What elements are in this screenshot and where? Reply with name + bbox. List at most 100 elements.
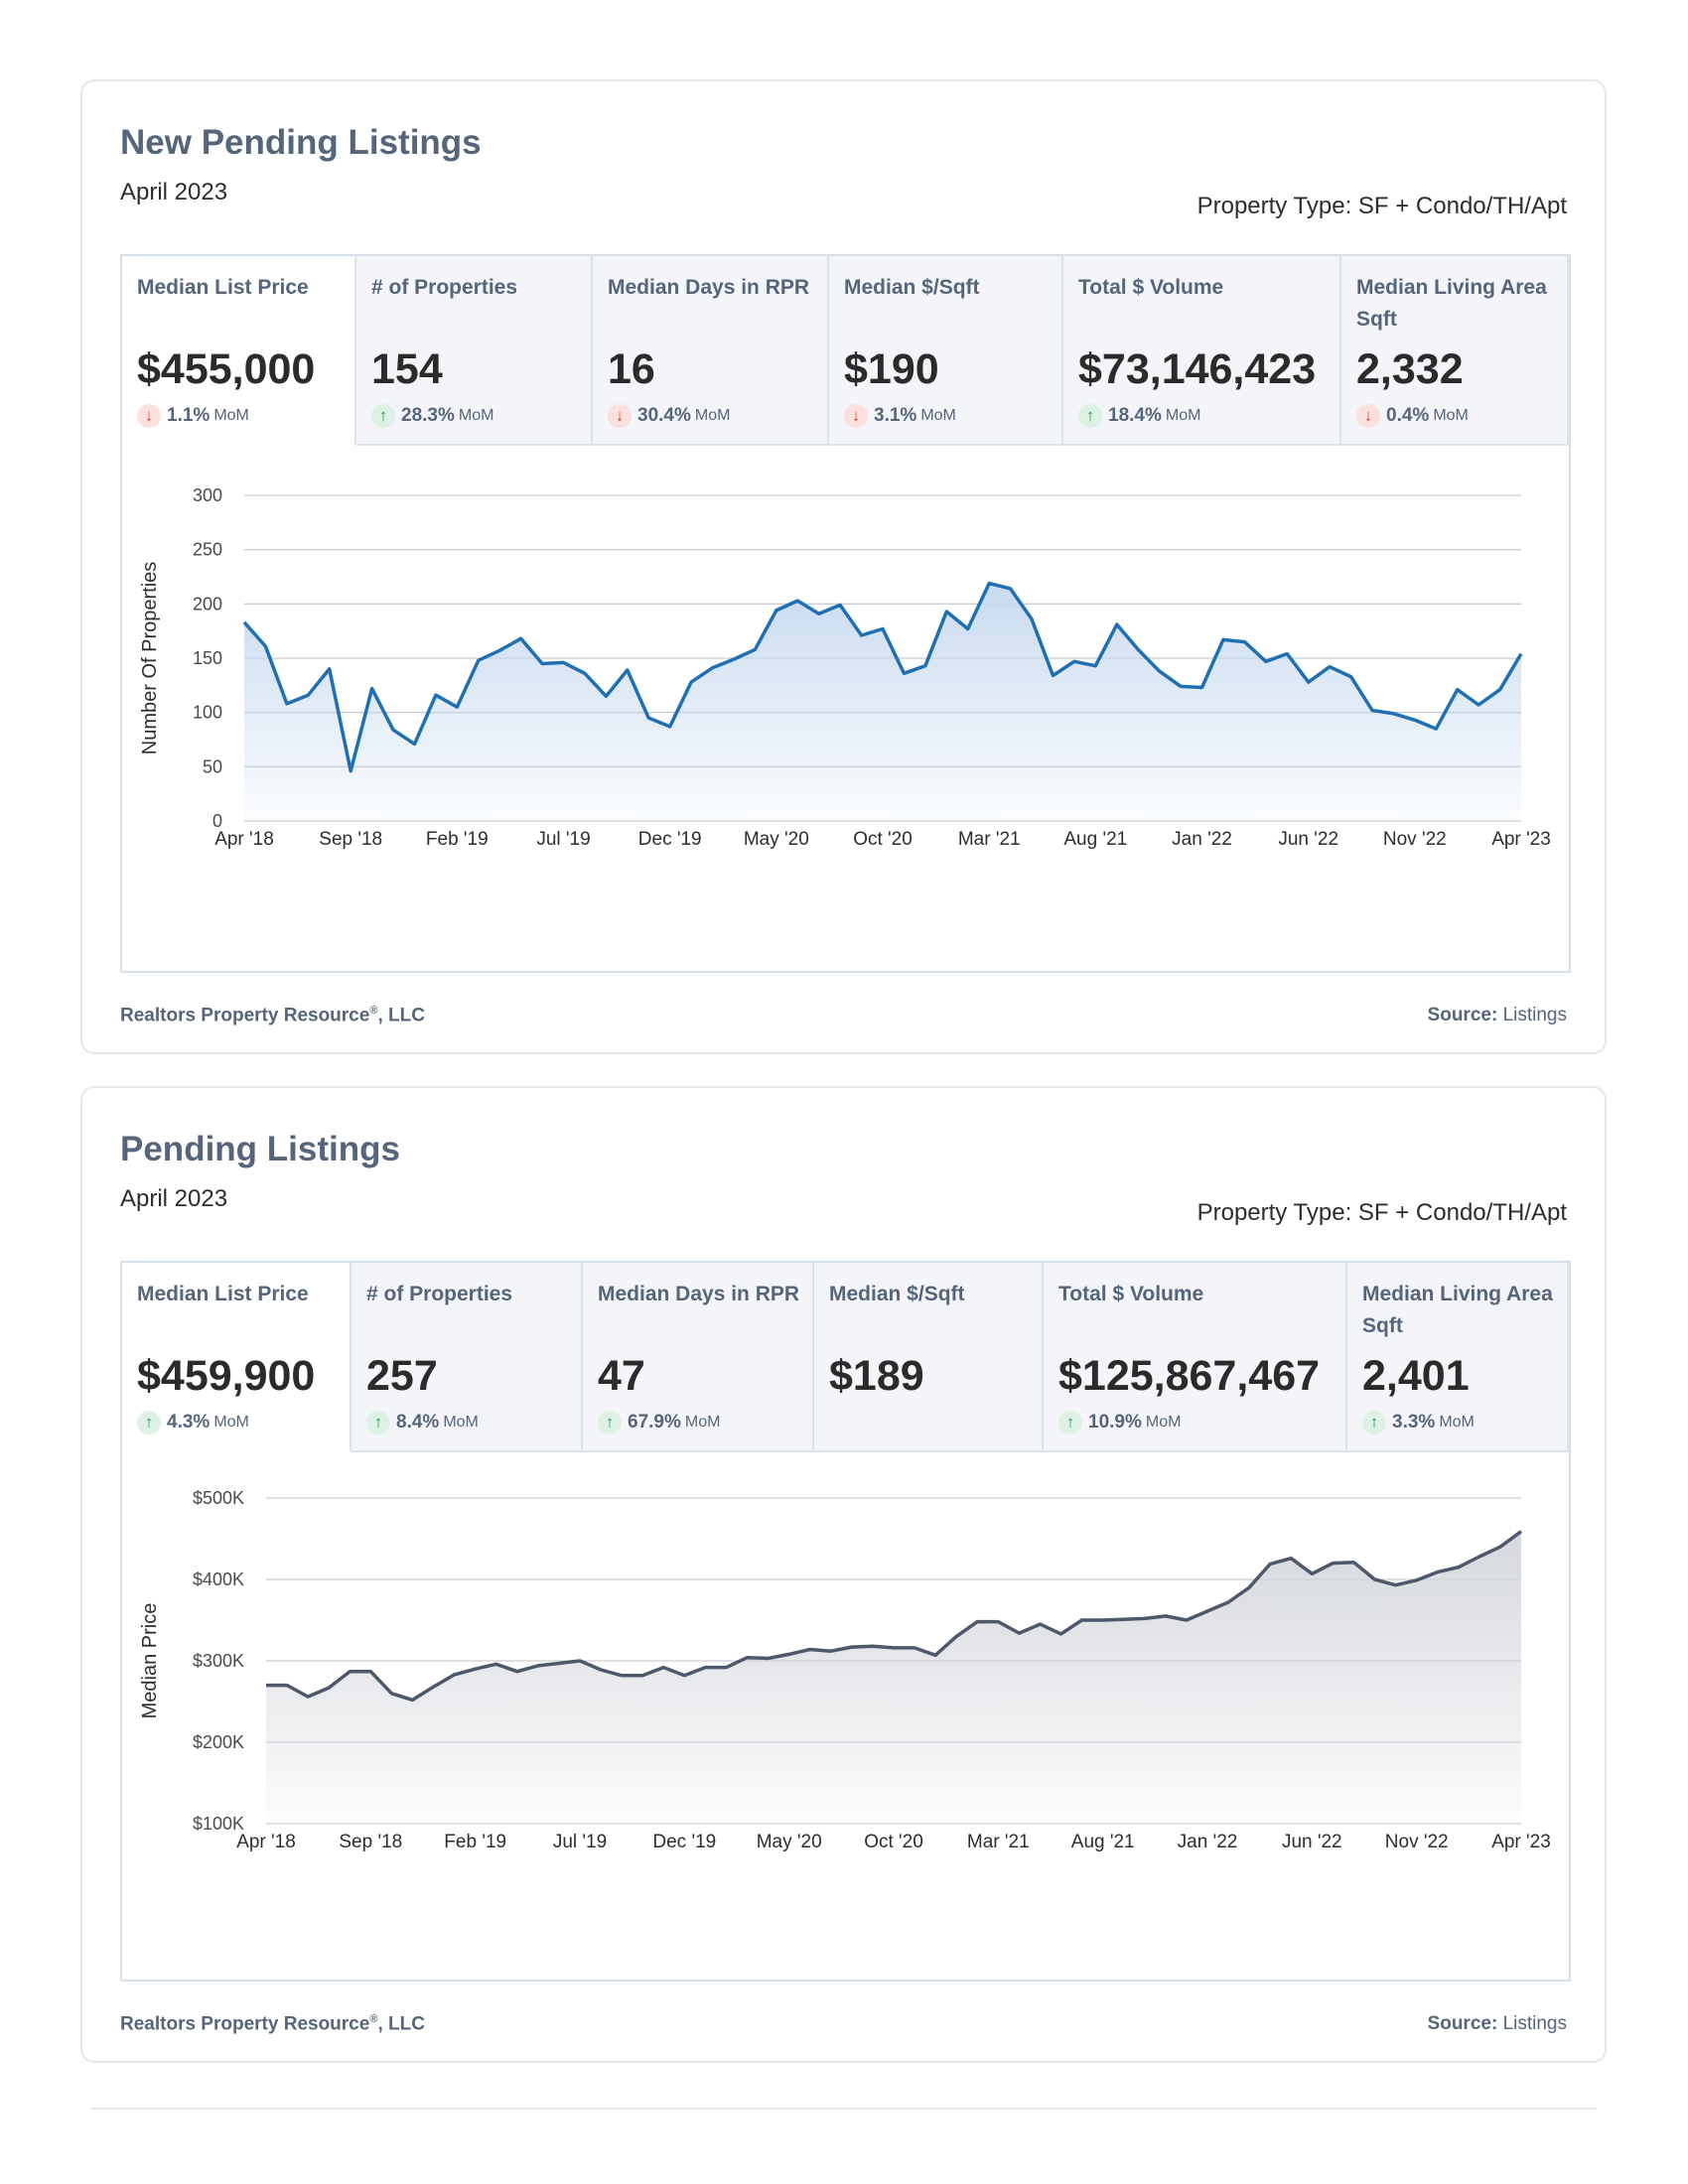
data-point[interactable] [688, 679, 694, 685]
data-point[interactable] [1518, 1529, 1524, 1535]
data-point[interactable] [794, 598, 800, 604]
data-point[interactable] [1199, 685, 1205, 691]
data-point[interactable] [1348, 674, 1354, 680]
data-point[interactable] [639, 1673, 645, 1679]
data-point[interactable] [493, 1661, 499, 1667]
data-point[interactable] [535, 1663, 541, 1669]
data-point[interactable] [241, 619, 247, 625]
data-point[interactable] [452, 1672, 458, 1678]
data-point[interactable] [1008, 586, 1014, 592]
data-point[interactable] [986, 581, 992, 587]
data-point[interactable] [1114, 621, 1120, 627]
data-point[interactable] [1306, 679, 1312, 685]
data-point[interactable] [1497, 1544, 1503, 1550]
data-point[interactable] [348, 768, 353, 774]
data-point[interactable] [1433, 726, 1439, 732]
data-point[interactable] [807, 1647, 813, 1653]
data-point[interactable] [1390, 711, 1396, 717]
data-point[interactable] [816, 611, 822, 616]
data-point[interactable] [912, 1645, 917, 1651]
data-point[interactable] [786, 1651, 792, 1657]
data-point[interactable] [828, 1648, 834, 1654]
data-point[interactable] [1477, 1554, 1482, 1560]
data-point[interactable] [473, 1666, 479, 1672]
data-point[interactable] [849, 1644, 855, 1650]
data-point[interactable] [1051, 673, 1056, 679]
data-point[interactable] [1414, 1577, 1420, 1583]
data-point[interactable] [1330, 1561, 1336, 1567]
data-point[interactable] [974, 1619, 980, 1625]
data-point[interactable] [880, 626, 886, 632]
data-point[interactable] [752, 646, 758, 652]
data-point[interactable] [1100, 1617, 1106, 1623]
data-point[interactable] [932, 1652, 938, 1658]
data-point[interactable] [870, 1643, 876, 1649]
data-point[interactable] [1135, 646, 1141, 652]
stat-tile[interactable]: Median Days in RPR 16 ↓ 30.4% MoM [593, 256, 829, 446]
data-point[interactable] [410, 1697, 416, 1703]
data-point[interactable] [766, 1656, 772, 1662]
data-point[interactable] [284, 1683, 290, 1689]
stat-tile[interactable]: Median $/Sqft $189 [814, 1263, 1044, 1452]
data-point[interactable] [476, 657, 482, 663]
stat-tile[interactable]: Median $/Sqft $190 ↓ 3.1% MoM [829, 256, 1063, 446]
data-point[interactable] [922, 663, 928, 669]
data-point[interactable] [1071, 658, 1077, 664]
data-point[interactable] [518, 635, 524, 641]
data-point[interactable] [681, 1673, 687, 1679]
stat-tile[interactable]: Median Living Area Sqft 2,401 ↑ 3.3% MoM [1347, 1263, 1569, 1452]
data-point[interactable] [556, 1661, 562, 1667]
data-point[interactable] [965, 626, 971, 632]
data-point[interactable] [390, 727, 396, 733]
data-point[interactable] [598, 1667, 604, 1673]
data-point[interactable] [1038, 1621, 1044, 1627]
data-point[interactable] [582, 670, 588, 676]
data-point[interactable] [284, 701, 290, 707]
data-point[interactable] [710, 665, 716, 671]
data-point[interactable] [1497, 687, 1503, 693]
data-point[interactable] [837, 602, 843, 608]
data-point[interactable] [724, 1665, 730, 1671]
data-point[interactable] [454, 704, 460, 710]
data-point[interactable] [326, 1685, 332, 1691]
stat-tile[interactable]: Total $ Volume $125,867,467 ↑ 10.9% MoM [1044, 1263, 1347, 1452]
data-point[interactable] [1518, 651, 1524, 657]
data-point[interactable] [1157, 668, 1163, 674]
data-point[interactable] [262, 643, 268, 649]
data-point[interactable] [561, 659, 567, 665]
data-point[interactable] [1309, 1570, 1315, 1576]
data-point[interactable] [645, 715, 651, 721]
stat-tile[interactable]: Total $ Volume $73,146,423 ↑ 18.4% MoM [1063, 256, 1341, 446]
data-point[interactable] [327, 666, 333, 672]
data-point[interactable] [1016, 1630, 1022, 1636]
data-point[interactable] [305, 1694, 311, 1700]
data-point[interactable] [431, 1684, 437, 1690]
data-point[interactable] [1263, 658, 1269, 664]
data-point[interactable] [1121, 1616, 1127, 1622]
data-point[interactable] [1476, 702, 1481, 708]
data-point[interactable] [1142, 1615, 1148, 1621]
data-point[interactable] [745, 1655, 751, 1661]
data-point[interactable] [1058, 1631, 1064, 1637]
data-point[interactable] [1163, 1613, 1169, 1619]
data-point[interactable] [774, 608, 779, 614]
data-point[interactable] [1092, 663, 1098, 669]
data-point[interactable] [347, 1669, 352, 1675]
data-point[interactable] [667, 724, 673, 730]
data-point[interactable] [1351, 1560, 1357, 1566]
data-point[interactable] [625, 667, 631, 673]
data-point[interactable] [1241, 639, 1247, 645]
data-point[interactable] [305, 692, 311, 698]
data-point[interactable] [539, 661, 545, 667]
data-point[interactable] [388, 1691, 394, 1697]
data-point[interactable] [1284, 651, 1290, 657]
data-point[interactable] [1178, 683, 1184, 689]
data-point[interactable] [603, 693, 609, 699]
data-point[interactable] [1029, 616, 1035, 622]
data-point[interactable] [859, 632, 865, 638]
stat-tile[interactable]: # of Properties 257 ↑ 8.4% MoM [352, 1263, 583, 1452]
data-point[interactable] [1267, 1561, 1273, 1567]
data-point[interactable] [943, 609, 949, 614]
data-point[interactable] [369, 686, 375, 692]
data-point[interactable] [1184, 1617, 1190, 1623]
